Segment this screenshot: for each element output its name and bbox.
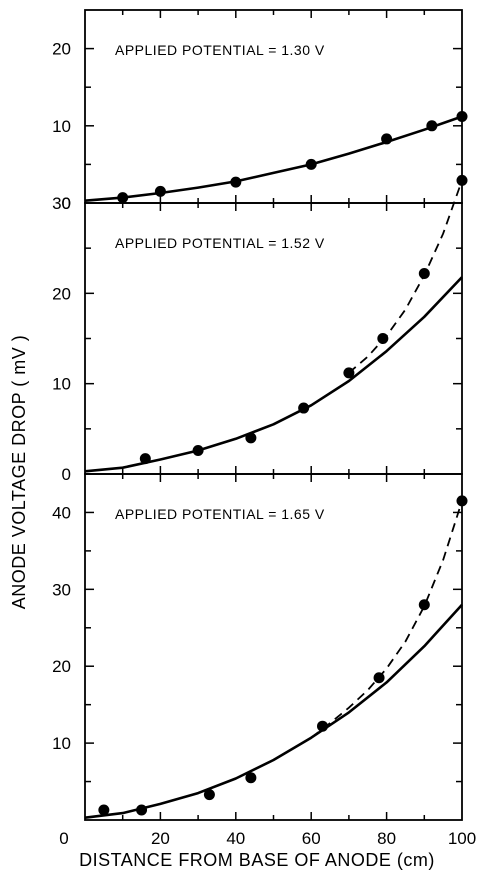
y-tick-label: 0 bbox=[62, 194, 71, 213]
y-tick-label: 40 bbox=[52, 503, 71, 522]
data-point bbox=[298, 402, 310, 414]
data-point bbox=[154, 185, 166, 197]
y-tick-label: 30 bbox=[52, 194, 71, 213]
x-tick-label: 100 bbox=[448, 829, 476, 848]
data-point bbox=[317, 720, 329, 732]
data-point bbox=[136, 804, 148, 816]
data-point bbox=[230, 176, 242, 188]
fit-curve-solid bbox=[84, 603, 463, 819]
data-point bbox=[377, 333, 389, 344]
fit-curve-solid bbox=[84, 115, 463, 202]
data-point bbox=[418, 599, 430, 611]
panel-annotation: APPLIED POTENTIAL = 1.30 V bbox=[115, 42, 325, 58]
data-point bbox=[418, 267, 430, 279]
y-tick-label: 20 bbox=[52, 40, 71, 59]
data-point bbox=[373, 672, 385, 684]
x-axis-title: DISTANCE FROM BASE OF ANODE (cm) bbox=[79, 850, 435, 870]
fit-curve-solid bbox=[84, 276, 463, 473]
data-point bbox=[245, 432, 257, 444]
panel-annotation: APPLIED POTENTIAL = 1.65 V bbox=[115, 506, 325, 522]
x-tick-label: 60 bbox=[302, 829, 321, 848]
data-point bbox=[98, 804, 110, 816]
y-tick-label: 10 bbox=[52, 734, 71, 753]
panel-1: 0 10 20 APPLIED POTENTIAL = 1.30 V bbox=[52, 9, 468, 213]
fit-curve-dashed bbox=[310, 500, 463, 739]
data-point bbox=[456, 111, 468, 123]
data-point bbox=[192, 445, 204, 457]
x-tick-label: 20 bbox=[151, 829, 170, 848]
panel-frame bbox=[84, 473, 463, 821]
y-tick-label: 20 bbox=[52, 657, 71, 676]
data-point bbox=[426, 120, 438, 132]
data-point bbox=[381, 133, 393, 145]
x-tick-label: 80 bbox=[377, 829, 396, 848]
panel-2: 0 10 20 30 APPLIED POTENTIAL = 1.52 V bbox=[52, 174, 468, 484]
panel-annotation: APPLIED POTENTIAL = 1.52 V bbox=[115, 235, 325, 251]
y-tick-label: 10 bbox=[52, 375, 71, 394]
panel-3: 10 20 30 40 0 20 40 60 80 100 APPLIED POTENTIAL = … bbox=[52, 473, 476, 848]
y-tick-label: 20 bbox=[52, 284, 71, 303]
data-point bbox=[203, 789, 215, 801]
data-point bbox=[456, 495, 468, 507]
x-tick-label: 0 bbox=[59, 829, 68, 848]
y-tick-label: 10 bbox=[52, 117, 71, 136]
fit-curve-dashed bbox=[348, 180, 463, 374]
data-point bbox=[456, 174, 468, 186]
data-point bbox=[139, 453, 151, 465]
data-point bbox=[117, 192, 129, 204]
data-point bbox=[305, 158, 317, 170]
data-point bbox=[343, 367, 355, 379]
x-tick-label: 40 bbox=[226, 829, 245, 848]
y-axis-title: ANODE VOLTAGE DROP ( mV ) bbox=[9, 335, 29, 610]
y-tick-label: 0 bbox=[62, 465, 71, 484]
y-tick-label: 30 bbox=[52, 580, 71, 599]
data-point bbox=[245, 772, 257, 784]
